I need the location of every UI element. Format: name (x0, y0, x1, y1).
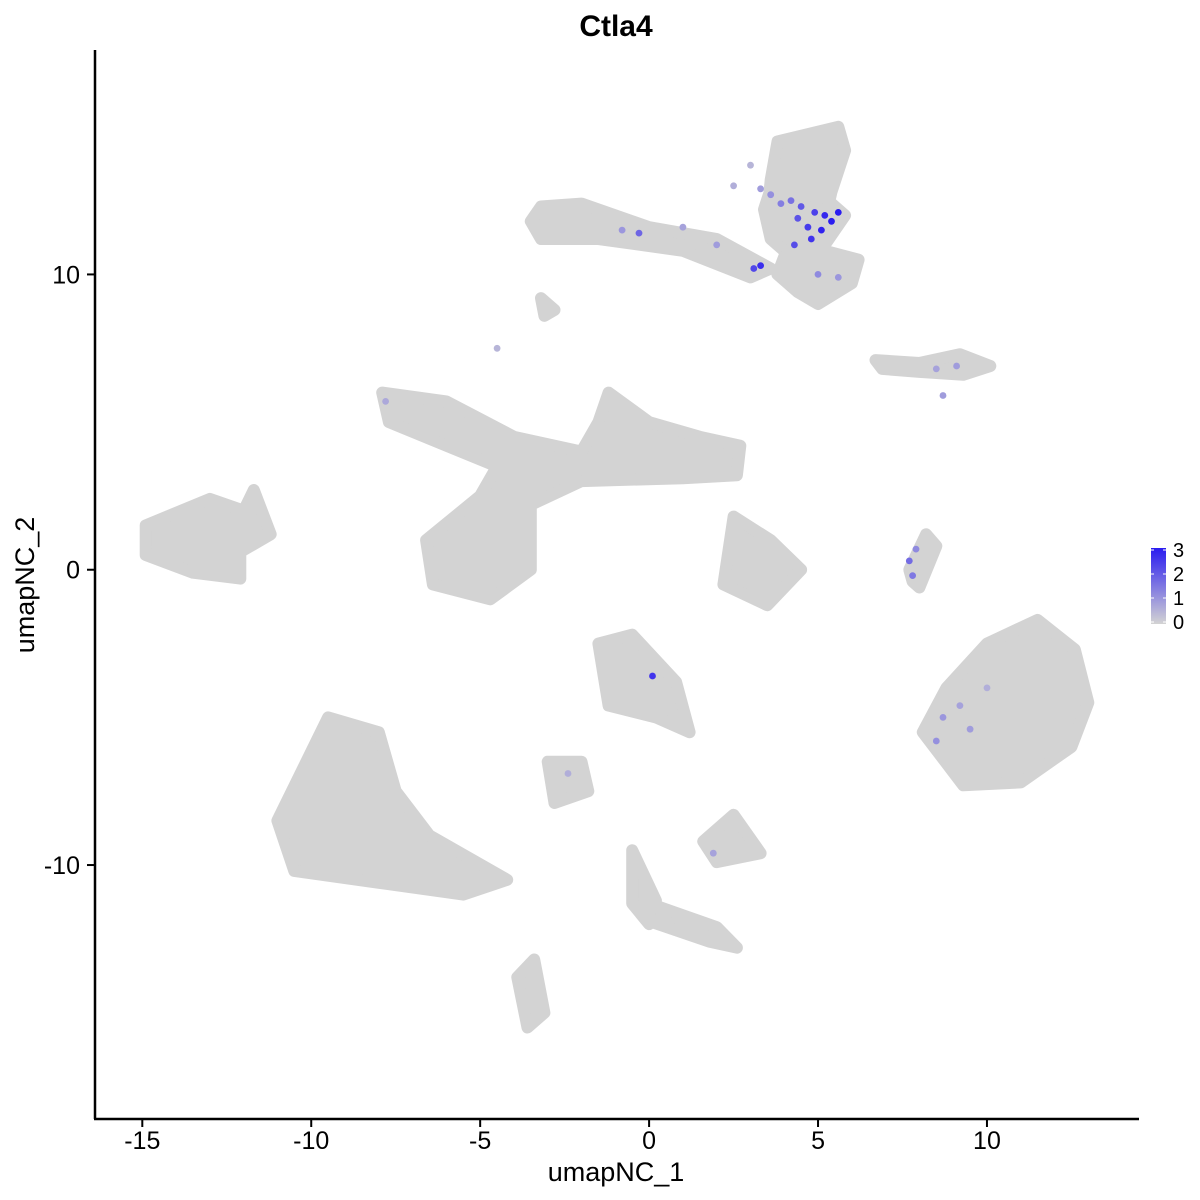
x-tick-label: -15 (124, 1127, 160, 1155)
expressing-cell (635, 229, 643, 237)
expressing-cell (757, 185, 764, 193)
expressing-cell (912, 545, 920, 553)
expressing-cell (828, 217, 835, 225)
y-axis-ticks: -10 0 10 (44, 261, 95, 880)
expressing-cell (811, 209, 819, 216)
cluster-small-blob-a (535, 292, 561, 322)
y-tick-label: 0 (66, 557, 80, 585)
cluster-bottom-strand-tail (511, 953, 551, 1034)
y-tick-label: 10 (52, 261, 80, 289)
y-tick-label: -10 (44, 852, 80, 880)
expressing-cell (797, 203, 805, 210)
chart-title: Ctla4 (579, 10, 653, 43)
expressing-cell (791, 241, 798, 249)
expressing-cell (834, 209, 842, 216)
cluster-left-blob (139, 484, 277, 585)
expressing-cell (821, 212, 829, 219)
cluster-bottom-branch-right (643, 897, 743, 954)
expressing-cell (932, 737, 940, 745)
expressing-cell (939, 392, 947, 399)
cluster-bottom-left-blob (271, 711, 514, 901)
expressing-cell (787, 197, 795, 205)
expressing-cell (709, 849, 717, 857)
cluster-center-blob (592, 628, 696, 739)
y-axis-title: umapNC_2 (10, 517, 40, 654)
x-axis-title: umapNC_1 (548, 1157, 685, 1187)
expressing-cell (564, 770, 572, 777)
x-tick-label: 0 (642, 1127, 656, 1155)
expressing-cell (818, 226, 825, 234)
legend-colorbar (1151, 548, 1166, 624)
expressing-cell (493, 344, 501, 352)
expressing-cell (905, 557, 913, 565)
cluster-top-cluster-arm (524, 197, 777, 284)
x-tick-label: 10 (973, 1127, 1001, 1155)
expressing-cell (804, 223, 812, 231)
legend-label: 3 (1173, 540, 1184, 562)
cluster-mid-small-blob (717, 510, 808, 612)
cell-clusters (139, 120, 1095, 1034)
cluster-thin-strand (903, 528, 943, 594)
expressing-cell (939, 714, 947, 721)
expressing-cell (909, 572, 916, 579)
cluster-right-strand-upper (869, 348, 997, 381)
legend-label: 2 (1173, 564, 1184, 586)
expressing-cell (814, 271, 822, 278)
expressing-cell (747, 161, 754, 169)
cluster-small-blob-b (541, 755, 595, 809)
expressing-cell (757, 262, 764, 269)
x-tick-label: -10 (293, 1127, 329, 1155)
expressing-cell (679, 223, 687, 231)
x-tick-label: -5 (469, 1127, 491, 1155)
cluster-big-star-cluster (376, 386, 747, 606)
expressing-cell (777, 200, 785, 208)
expressing-cell (932, 365, 940, 373)
expressing-cell (953, 362, 960, 370)
legend-label: 1 (1173, 588, 1184, 610)
x-tick-label: 5 (811, 1127, 825, 1155)
expressing-cell (794, 214, 802, 222)
expressing-cell (767, 191, 775, 199)
cluster-big-right-blob (916, 613, 1095, 792)
expressing-cell (713, 241, 721, 249)
expressing-cell (382, 398, 389, 405)
expressing-cell (956, 702, 964, 709)
legend-label: 0 (1173, 612, 1184, 634)
expressing-cell (807, 235, 815, 243)
expressing-cell (750, 265, 758, 272)
expressing-cell (618, 226, 626, 234)
expressing-cell (966, 725, 974, 733)
x-axis-ticks: -15 -10 -5 0 5 10 (124, 1119, 1001, 1155)
expressing-cell (834, 274, 842, 281)
expressing-cell (649, 672, 656, 680)
expressing-cell (983, 684, 991, 692)
expressing-cells (382, 161, 991, 857)
expressing-cell (730, 182, 737, 190)
